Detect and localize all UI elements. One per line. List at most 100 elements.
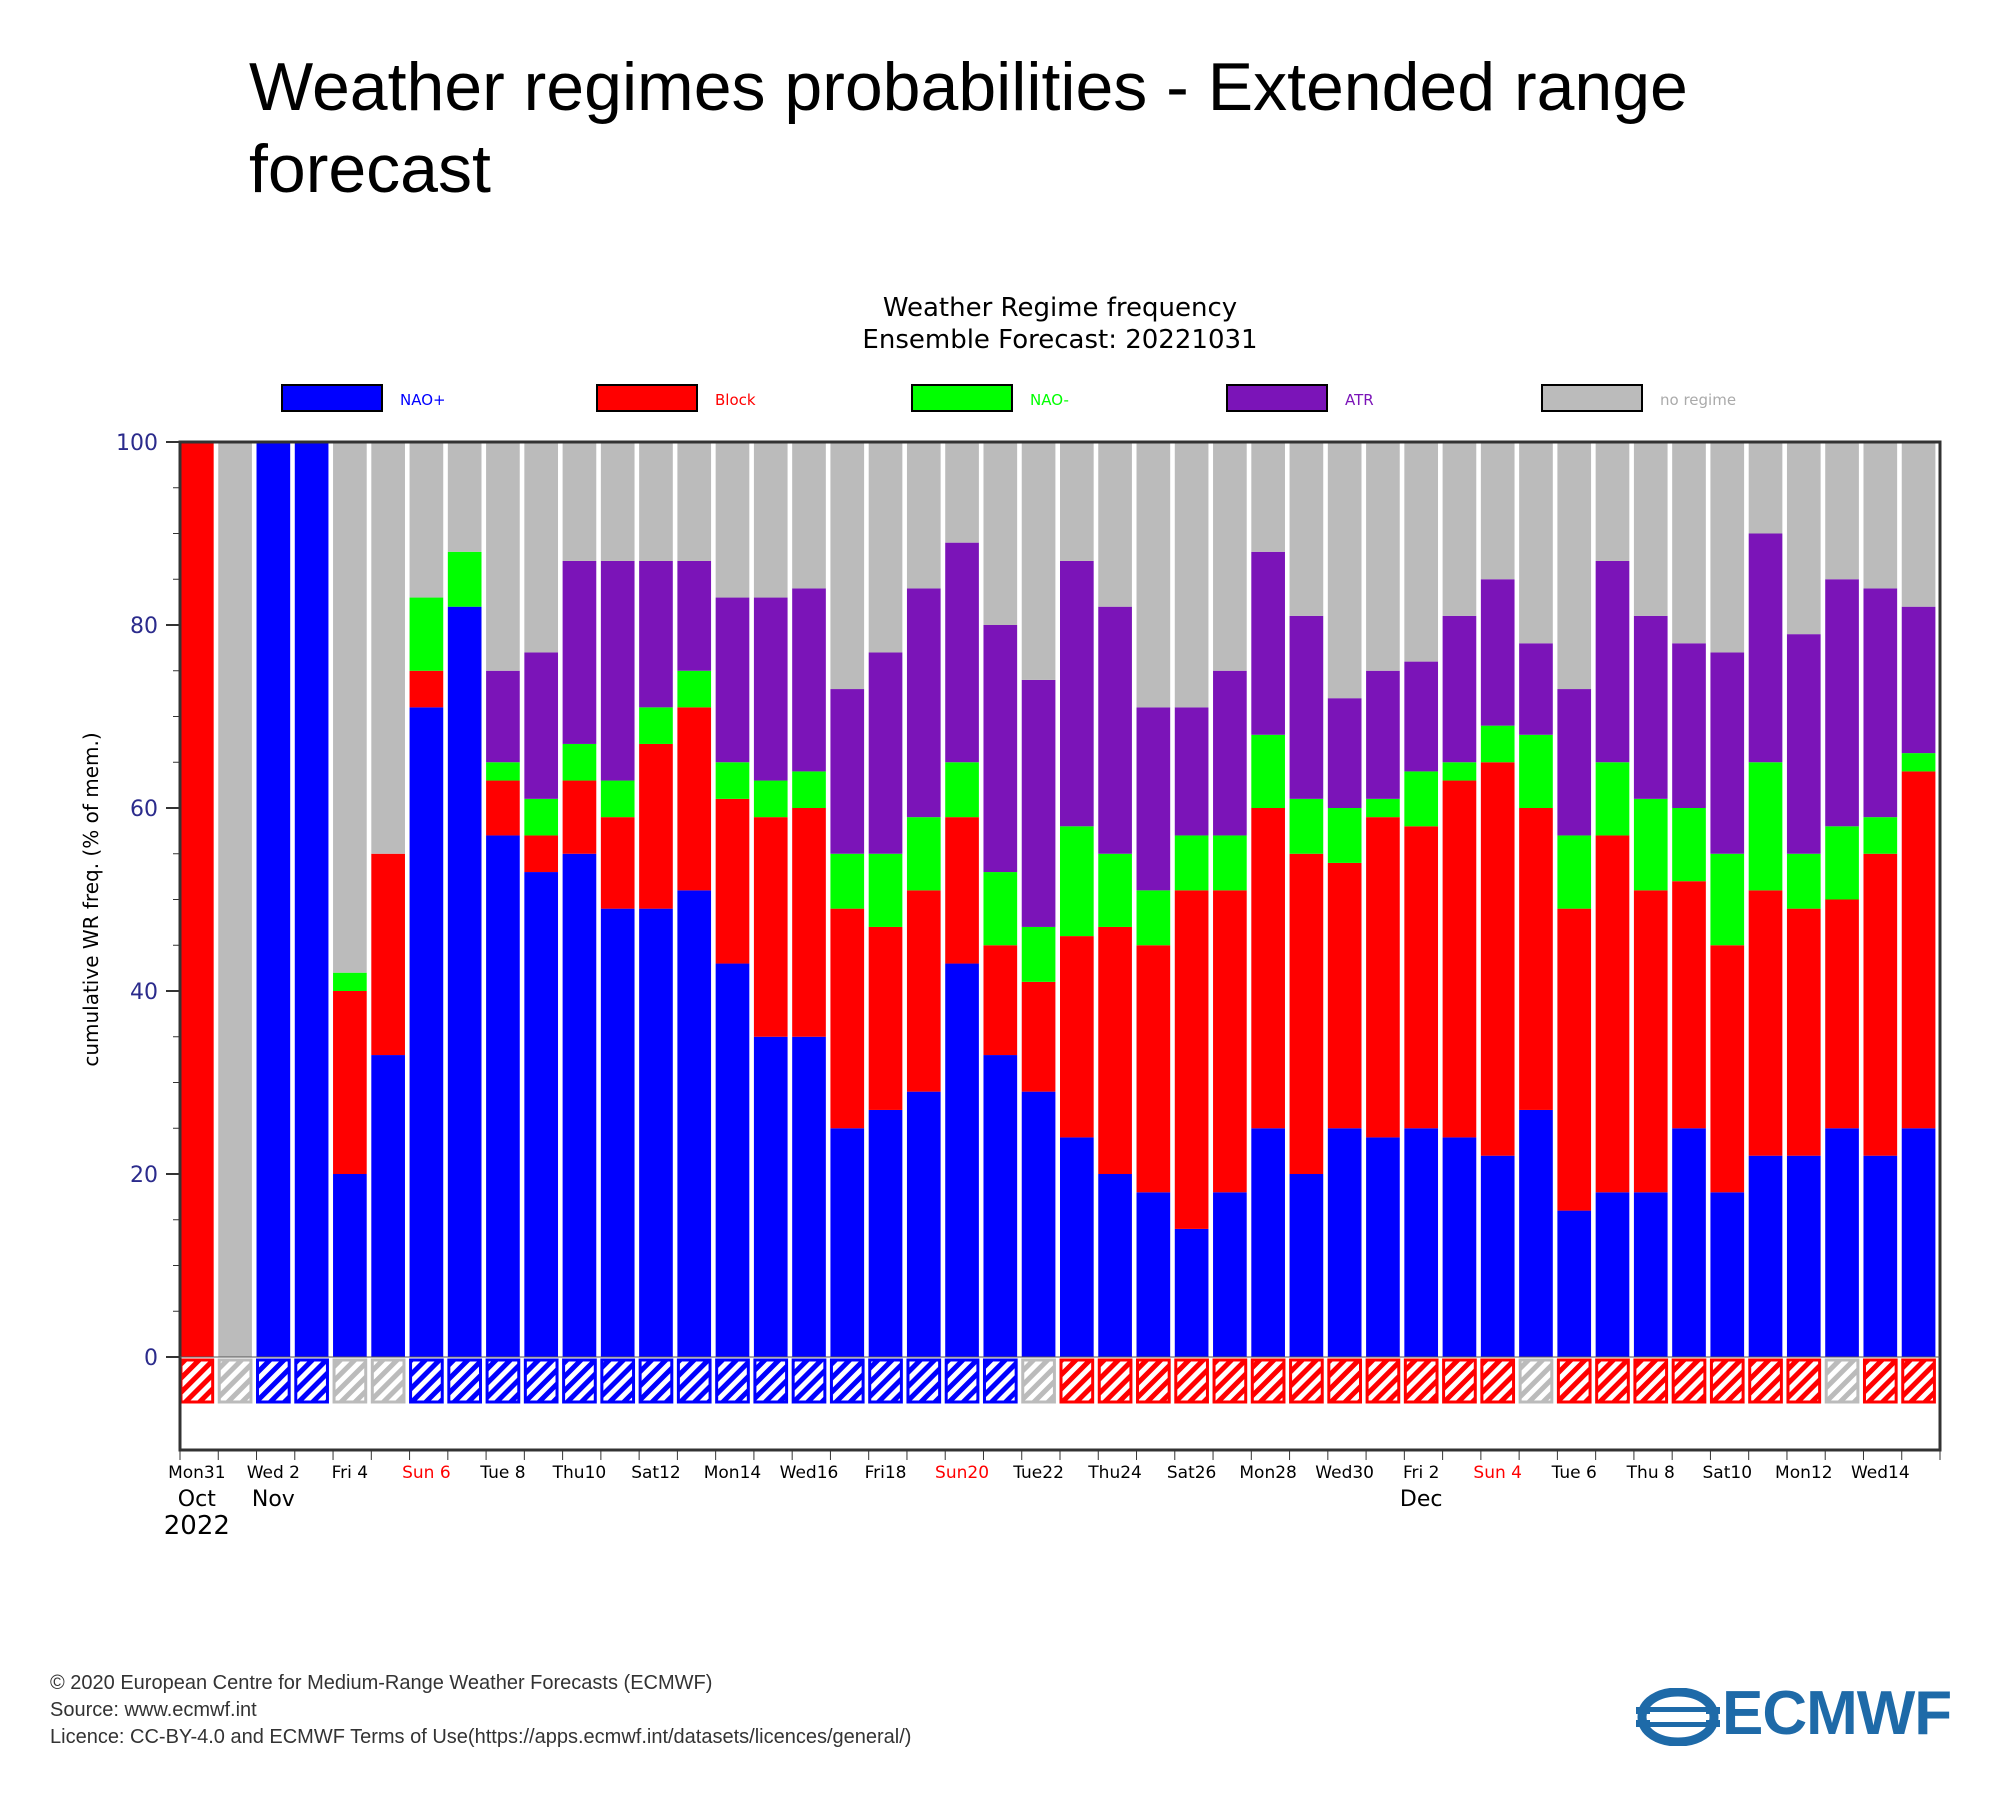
bar-segment-nao- [600,908,635,1357]
bar-segment-nao- [562,743,597,781]
bar-segment-atr [1366,670,1400,799]
x-tick-label: Mon12 [1775,1463,1832,1483]
bar-stack-2022-12-10 [1709,442,1745,1404]
bar-segment-block [677,707,712,891]
dominant-regime-marker [1403,1358,1439,1404]
bar-segment-nao- [1672,1128,1706,1357]
bar-segment-atr [1404,661,1439,772]
bar-segment-no-regime [1174,442,1209,708]
bar-segment-block [333,991,367,1174]
dominant-regime-marker [982,1358,1018,1404]
dominant-regime-marker [1327,1358,1362,1404]
ecmwf-logo[interactable]: ECMWF [1636,1679,1966,1752]
bar-segment-block [371,853,405,1056]
bar-segment-block [1901,771,1936,1129]
bar-stack-2022-12-07 [1595,442,1630,1404]
bar-stack-2022-11-16 [791,442,827,1404]
bar-stack-2022-12-13 [1824,442,1860,1404]
source-text: Source: www.ecmwf.int [50,1699,257,1721]
dominant-regime-marker [1518,1358,1554,1404]
bar-stack-2022-11-05 [370,442,406,1404]
month-label: Nov [252,1487,295,1512]
bar-segment-no-regime [1366,442,1400,671]
bar-segment-no-regime [524,442,559,653]
bar-segment-nao- [792,1036,826,1357]
bar-segment-nao- [1251,1128,1285,1357]
bar-segment-nao- [1710,853,1745,946]
bar-segment-nao- [486,835,520,1357]
licence-text: Licence: CC-BY-4.0 and ECMWF Terms of Us… [50,1726,912,1748]
bar-segment-block [524,835,559,873]
legend-swatch [911,384,1013,412]
bar-segment-block [180,442,214,1357]
x-tick-label: Thu 8 [1626,1463,1675,1483]
bar-segment-atr [1595,560,1630,763]
bar-segment-nao- [562,853,597,1357]
bar-segment-nao- [256,442,291,1357]
dominant-regime-marker [1097,1358,1133,1404]
legend-swatch [281,384,383,412]
x-tick-label: Sun 4 [1473,1463,1522,1483]
dominant-regime-marker [676,1358,712,1404]
bar-segment-block [715,798,750,964]
x-tick-label: Mon28 [1239,1463,1296,1483]
bar-segment-no-regime [1289,442,1324,616]
bar-stack-2022-11-26 [1174,442,1209,1404]
bar-stack-2022-11-14 [715,442,750,1404]
bar-segment-atr [1710,652,1745,854]
bar-segment-block [1060,936,1094,1138]
bar-segment-nao- [1366,798,1400,818]
dominant-regime-marker [1174,1358,1209,1404]
bar-stack-2022-11-03 [294,442,329,1404]
bar-segment-atr [1213,670,1247,836]
y-axis-label: cumulative WR freq. (% of mem.) [79,732,103,1066]
bar-segment-nao- [945,762,979,818]
legend-item-block: Block [596,384,756,412]
dominant-regime-marker [447,1358,482,1404]
x-tick-label: Sat26 [1167,1463,1217,1483]
bar-segment-block [1251,808,1285,1129]
bar-segment-nao- [1863,817,1898,854]
dominant-regime-marker [1786,1358,1822,1404]
bar-stack-2022-11-30 [1327,442,1362,1404]
y-tick-label: 40 [130,980,158,1005]
bar-segment-block [945,817,979,964]
x-tick-label: Wed30 [1315,1463,1374,1483]
bar-segment-nao- [639,908,673,1357]
bar-stack-2022-11-21 [982,442,1018,1404]
legend-swatch [596,384,698,412]
bar-segment-block [868,926,903,1110]
bar-segment-no-regime [486,442,520,671]
bar-stack-2022-11-11 [600,442,636,1404]
bar-segment-nao- [983,1055,1018,1357]
bar-segment-nao- [1327,1128,1362,1357]
bar-segment-nao- [1174,1228,1209,1357]
bar-segment-nao- [753,780,788,818]
bar-segment-no-regime [1442,442,1477,616]
bar-segment-atr [830,689,865,854]
x-tick-label: Tue22 [1012,1463,1064,1483]
bar-stack-2022-12-12 [1786,442,1822,1404]
bar-stack-2022-12-06 [1556,442,1592,1404]
bar-segment-atr [1825,579,1859,827]
bar-segment-no-regime [333,442,367,973]
footer: © 2020 European Centre for Medium-Range … [50,1670,911,1751]
bar-segment-no-regime [830,442,865,690]
bar-stack-2022-11-25 [1136,442,1171,1404]
bar-segment-nao- [409,597,444,671]
bar-segment-nao- [1289,1174,1324,1357]
bar-segment-block [1480,762,1515,1156]
bar-segment-nao- [1519,734,1553,808]
bar-segment-nao- [1557,1210,1592,1357]
bar-segment-nao- [1901,753,1936,772]
bar-segment-atr [1174,707,1209,836]
bar-segment-atr [715,597,750,763]
dominant-regime-marker [829,1358,865,1404]
dominant-regime-marker [179,1358,215,1404]
bar-segment-atr [1021,679,1056,927]
dominant-regime-marker [409,1358,444,1404]
bar-stack-2022-11-13 [676,442,712,1404]
bar-segment-block [1710,945,1745,1193]
dominant-regime-marker [944,1358,980,1404]
bar-segment-nao- [1404,771,1439,827]
